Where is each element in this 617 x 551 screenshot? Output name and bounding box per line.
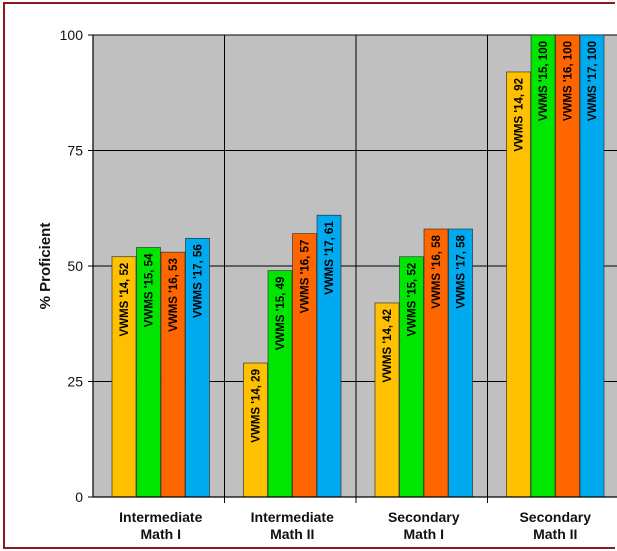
bar-data-label: VWMS '15, 49 — [275, 277, 287, 351]
x-category-label: Math II — [533, 526, 577, 542]
bar-data-label: VWMS '17, 56 — [193, 244, 205, 318]
y-tick-label: 25 — [67, 374, 83, 390]
bar-data-label: VWMS '17, 61 — [324, 221, 336, 295]
x-category-label: Secondary — [388, 509, 460, 525]
bar — [292, 233, 317, 498]
x-category-label: Intermediate — [119, 509, 202, 525]
bar-data-label: VWMS '16, 100 — [563, 41, 575, 121]
axes — [88, 34, 617, 498]
bar-data-label: VWMS '17, 58 — [456, 234, 468, 308]
bar — [111, 256, 137, 498]
x-category-label: Secondary — [519, 509, 591, 525]
bar — [316, 214, 342, 498]
y-axis-label: % Proficient — [37, 223, 54, 310]
bar — [530, 34, 556, 498]
bar — [448, 228, 473, 498]
y-tick-label: 75 — [67, 143, 83, 159]
bar-data-label: VWMS '14, 92 — [514, 78, 526, 152]
bar-data-label: VWMS '17, 100 — [587, 41, 599, 121]
bar — [555, 34, 580, 498]
chart-frame — [3, 2, 615, 549]
bars: VWMS '14, 52 VWMS '15, 54 VWMS '16, 53 VWMS… — [111, 34, 605, 498]
bar-data-label: VWMS '16, 58 — [431, 234, 443, 308]
bar — [267, 270, 293, 498]
x-category-label: Intermediate — [251, 509, 334, 525]
bar — [579, 34, 605, 498]
bar-data-label: VWMS '16, 57 — [300, 240, 312, 314]
bar-data-label: VWMS '14, 29 — [251, 369, 263, 443]
y-tick-label: 50 — [67, 258, 83, 274]
bar — [423, 228, 449, 498]
x-category-label: Math II — [270, 526, 314, 542]
bar-data-label: VWMS '16, 53 — [168, 258, 180, 332]
bar — [506, 71, 531, 498]
bar — [136, 247, 161, 498]
y-tick-label: 0 — [75, 489, 83, 505]
y-tick-labels: 0 25 50 75 100 — [60, 27, 84, 505]
bar-data-label: VWMS '15, 100 — [538, 41, 550, 121]
bar-data-label: VWMS '15, 54 — [144, 253, 156, 327]
y-tick-label: 100 — [60, 27, 84, 43]
x-category-label: Math I — [404, 526, 444, 542]
bar-data-label: VWMS '15, 52 — [407, 263, 419, 337]
bar-data-label: VWMS '14, 42 — [382, 309, 394, 383]
bar-data-label: VWMS '14, 52 — [119, 263, 131, 337]
x-category-label: Math I — [141, 526, 181, 542]
bar — [243, 362, 268, 498]
bar — [185, 237, 210, 498]
bar — [160, 251, 186, 498]
